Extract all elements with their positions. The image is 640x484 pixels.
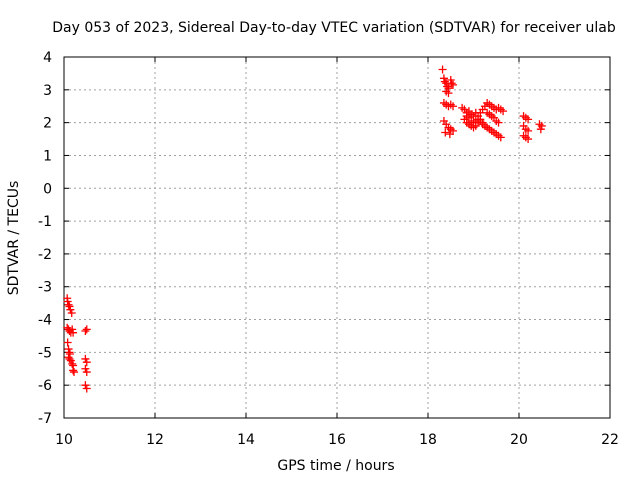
data-point-plus-marker (82, 325, 91, 334)
data-point-plus-marker (524, 126, 533, 135)
x-tick-label: 22 (601, 432, 619, 448)
data-point-plus-marker (68, 359, 77, 368)
y-tick-label: -5 (38, 345, 52, 361)
y-tick-label: -3 (38, 280, 52, 296)
y-tick-label: -7 (38, 411, 52, 427)
data-point-plus-marker (440, 77, 449, 86)
y-tick-label: -2 (38, 247, 52, 263)
y-tick-label: 3 (43, 83, 52, 99)
y-tick-label: 2 (43, 116, 52, 132)
data-points (63, 65, 546, 393)
y-tick-label: 1 (43, 148, 52, 164)
data-point-plus-marker (82, 384, 91, 393)
data-point-plus-marker (524, 135, 533, 144)
x-tick-label: 14 (237, 432, 255, 448)
data-point-plus-marker (478, 120, 487, 129)
data-point-plus-marker (445, 130, 454, 139)
y-tick-label: 4 (43, 50, 52, 66)
data-point-plus-marker (69, 328, 78, 337)
data-point-plus-marker (64, 300, 73, 309)
y-axis-label: SDTVAR / TECUs (6, 181, 22, 296)
axis-ticks (63, 56, 611, 419)
data-point-plus-marker (63, 338, 72, 347)
data-point-plus-marker (70, 368, 79, 377)
x-axis-tick-labels: 10 12 14 16 18 20 22 (55, 432, 619, 448)
data-point-plus-marker (443, 82, 452, 91)
y-axis-tick-labels: 4 3 2 1 0 -1 -2 -3 -4 -5 -6 -7 (38, 50, 52, 427)
data-point-plus-marker (449, 102, 458, 111)
data-point-plus-marker (444, 89, 453, 98)
data-point-plus-marker (536, 125, 545, 134)
x-tick-label: 12 (146, 432, 164, 448)
data-point-plus-marker (447, 79, 456, 88)
data-point-plus-marker (441, 128, 450, 137)
data-point-plus-marker (82, 358, 91, 367)
y-tick-label: -1 (38, 214, 52, 230)
y-tick-label: 0 (43, 181, 52, 197)
data-point-plus-marker (65, 354, 74, 363)
y-tick-label: -4 (38, 313, 52, 329)
chart-title: Day 053 of 2023, Sidereal Day-to-day VTE… (52, 20, 616, 36)
x-tick-label: 10 (55, 432, 73, 448)
data-point-plus-marker (438, 65, 447, 74)
data-point-plus-marker (524, 115, 533, 124)
y-tick-label: -6 (38, 378, 52, 394)
grid-lines (64, 57, 610, 418)
x-tick-label: 20 (510, 432, 528, 448)
data-point-plus-marker (67, 308, 76, 317)
x-tick-label: 16 (328, 432, 346, 448)
data-point-plus-marker (496, 133, 505, 142)
data-point-plus-marker (494, 118, 503, 127)
data-point-plus-marker (499, 107, 508, 116)
x-axis-label: GPS time / hours (277, 458, 394, 474)
x-tick-label: 18 (419, 432, 437, 448)
data-point-plus-marker (81, 327, 90, 336)
data-point-plus-marker (69, 366, 78, 375)
data-point-plus-marker (82, 368, 91, 377)
data-point-plus-marker (449, 80, 458, 89)
